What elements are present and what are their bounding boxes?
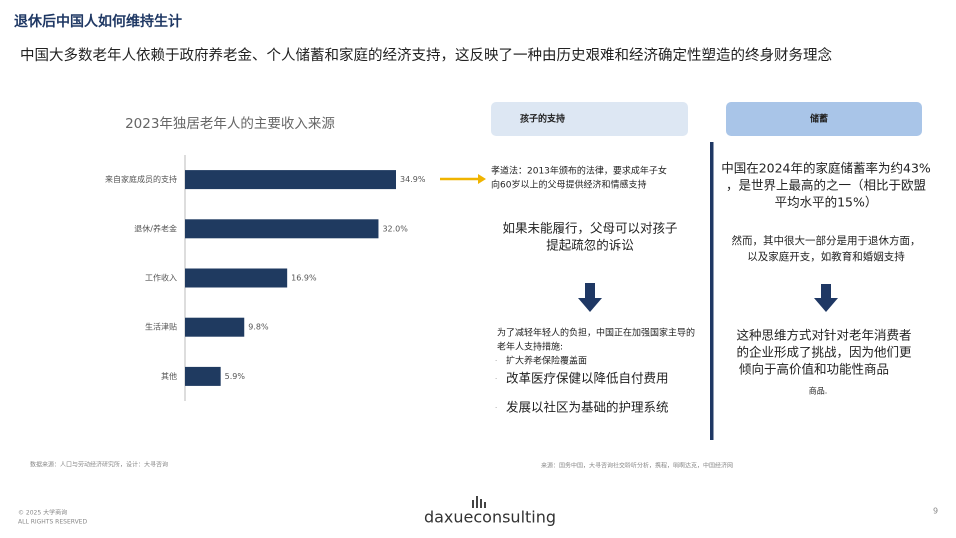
bar: [185, 170, 396, 190]
arrow-head: [478, 174, 486, 184]
page-number: 9: [933, 507, 938, 516]
value-label: 16.9%: [291, 274, 317, 283]
panel-text: 然而，其中很大一部分是用于退休方面，: [732, 234, 921, 247]
down-arrow: [578, 283, 602, 312]
category-label: 生活津贴: [145, 322, 177, 332]
panel-text: 中国在2024年的家庭储蓄率为约43%: [721, 161, 931, 176]
bar: [185, 317, 245, 337]
panel-text: 的企业形成了挑战，因为他们更: [736, 345, 912, 360]
panel-text: 以及家庭开支，如教育和婚姻支持: [747, 250, 905, 263]
panel-text: 商品.: [809, 386, 828, 396]
panel-text: 如果未能履行，父母可以对孩子: [502, 221, 677, 236]
panel-text: 平均水平的15%）: [775, 195, 878, 210]
slide-subtitle: 中国大多数老年人依赖于政府养老金、个人储蓄和家庭的经济支持，这反映了一种由历史艰…: [20, 46, 832, 64]
bar: [185, 219, 379, 239]
copyright: © 2025 大学商询: [18, 509, 67, 517]
bullet-text: 扩大养老保险覆盖面: [506, 355, 587, 367]
logo-icon: [472, 496, 486, 508]
divider: [710, 142, 714, 440]
law-text: 孝道法：2013年颁布的法律，要求成年子女: [491, 165, 667, 177]
category-label: 退休/养老金: [134, 223, 177, 233]
panel-text: 这种思维方式对针对老年消费者: [736, 328, 911, 343]
category-label: 工作收入: [145, 273, 177, 283]
panel-title: 储蓄: [810, 113, 828, 125]
panel-source: 来源：国务中国，大寻咨询社交聆听分析，携程，哨啊达克，中国经济网: [541, 462, 733, 470]
bullet-text: 发展以社区为基础的护理系统: [506, 400, 669, 415]
panel-header: [491, 102, 688, 136]
chart-source: 数据来源：人口与劳动经济研究所，设计：大寻咨询: [30, 461, 168, 469]
bullet-text: 改革医疗保健以降低自付费用: [506, 371, 669, 386]
chart-title: 2023年独居老年人的主要收入来源: [125, 116, 335, 132]
panel-title: 孩子的支持: [520, 113, 565, 125]
law-text: 向60岁以上的父母提供经济和情感支持: [491, 179, 646, 191]
rights: ALL RIGHTS RESERVED: [18, 519, 87, 526]
bullet: ·: [495, 375, 497, 383]
panel-text: 提起疏忽的诉讼: [546, 238, 634, 253]
panel-text: 为了减轻年轻人的负担，中国正在加强国家主导的: [497, 327, 695, 339]
slide-title: 退休后中国人如何维持生计: [14, 13, 182, 30]
down-arrow: [814, 284, 838, 312]
panel-text: 老年人支持措施:: [497, 341, 563, 353]
panel-text: ，是世界上最高的之一（相比于欧盟: [726, 178, 926, 193]
category-label: 来自家庭成员的支持: [105, 174, 177, 184]
value-label: 34.9%: [400, 175, 426, 184]
panel-text: 倾向于高价值和功能性商品: [739, 362, 889, 377]
logo: daxueconsulting: [424, 508, 556, 527]
panel-header: [726, 102, 922, 136]
bar: [185, 366, 221, 386]
value-label: 9.8%: [248, 323, 269, 332]
bullet: ·: [495, 357, 497, 365]
bar-chart: 来自家庭成员的支持 34.9% 退休/养老金 32.0% 工作收入 16.9% 生活津贴 9.…: [105, 170, 426, 386]
bullet: ·: [495, 404, 497, 412]
category-label: 其他: [161, 371, 177, 381]
bar: [185, 268, 288, 288]
value-label: 32.0%: [382, 224, 408, 233]
value-label: 5.9%: [225, 372, 246, 381]
